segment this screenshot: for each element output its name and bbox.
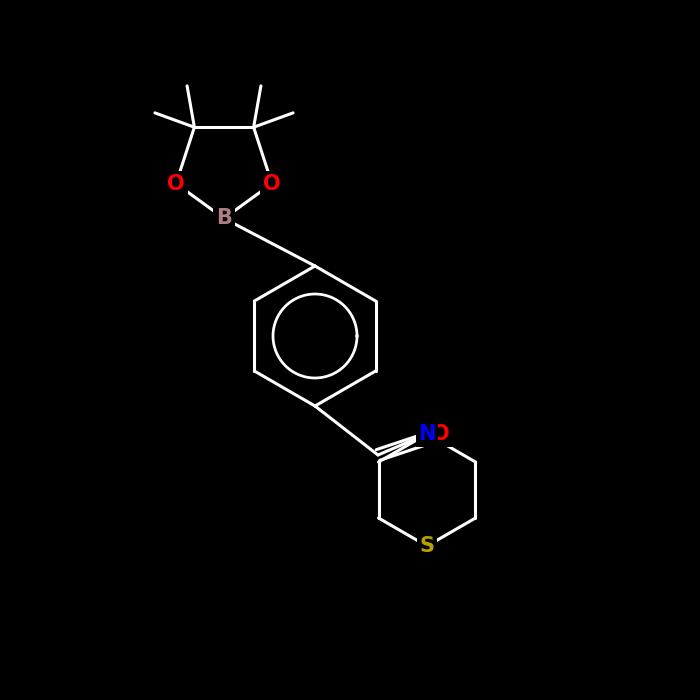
Text: S: S — [419, 536, 435, 556]
Text: B: B — [216, 209, 232, 228]
Text: O: O — [432, 424, 450, 444]
Text: O: O — [263, 174, 281, 194]
Text: O: O — [167, 174, 185, 194]
Text: N: N — [419, 424, 435, 444]
